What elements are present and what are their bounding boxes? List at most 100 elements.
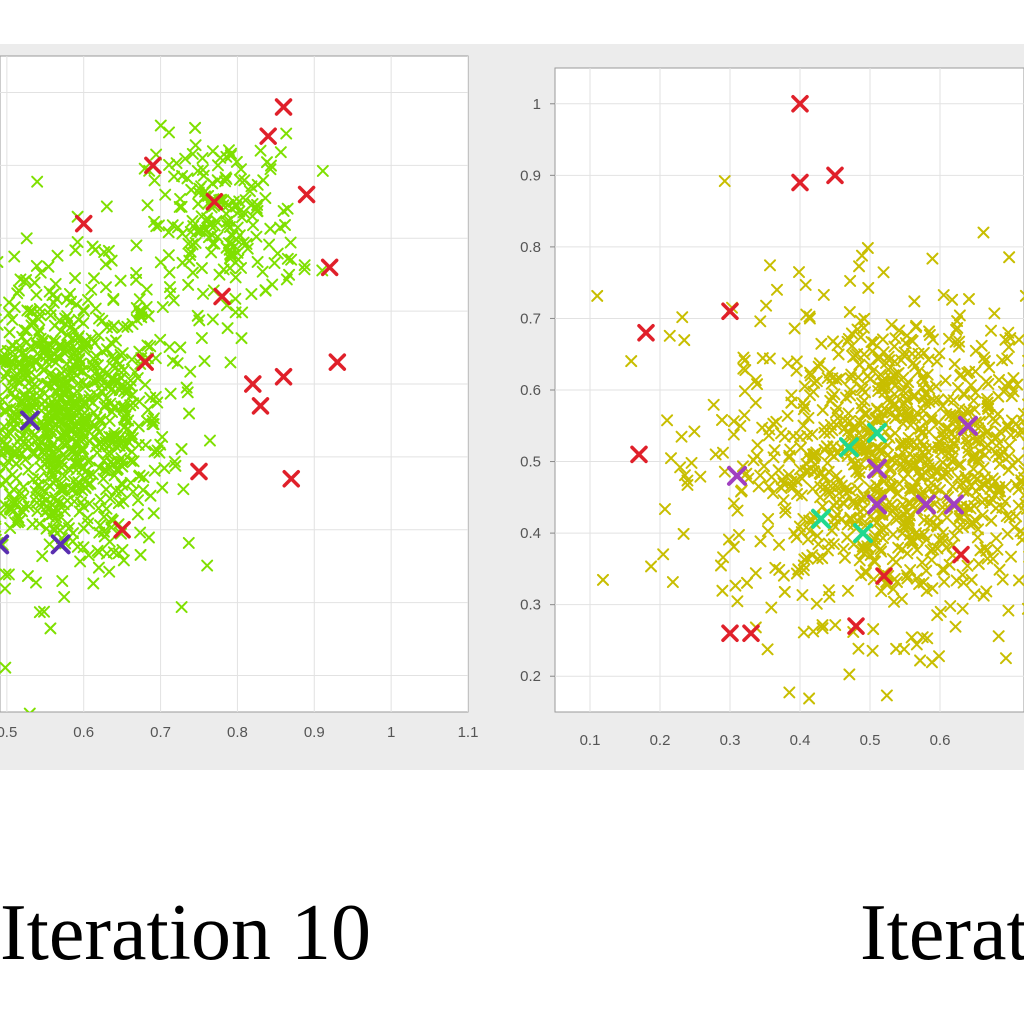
scatter-point [148,174,161,187]
scatter-point [148,464,161,477]
scatter-point [125,428,138,441]
scatter-point [179,152,192,165]
scatter-point [85,283,98,296]
scatter-point [229,271,242,284]
scatter-point [42,434,55,447]
scatter-point [74,555,87,568]
scatter-point [77,541,90,554]
scatter-point [10,446,23,459]
x-tick-label: 0.7 [150,724,171,741]
x-tick-label: 1.1 [458,724,479,741]
scatter-point [58,398,71,411]
scatter-point [30,576,43,589]
scatter-point [198,190,211,203]
scatter-point [10,374,23,387]
scatter-point [21,570,34,583]
scatter-point [47,373,60,386]
scatter-point [55,418,68,431]
scatter-point [877,266,890,279]
scatter-point [105,447,118,460]
scatter-point [58,590,71,603]
scatter-point [38,485,51,498]
highlight-point [113,521,131,539]
scatter-point [8,250,21,263]
y-tick-label: 0.9 [520,167,541,184]
scatter-point [65,295,78,308]
scatter-point [274,146,287,159]
y-tick-label: 0.2 [520,668,541,685]
scatter-point [224,149,237,162]
scatter-point [175,443,188,456]
scatter-point [68,412,81,425]
scatter-point [57,388,70,401]
scatter-point [251,255,264,268]
scatter-point [8,391,21,404]
scatter-point [202,231,215,244]
scatter-point [210,214,223,227]
scatter-point [196,152,209,165]
scatter-point [53,314,66,327]
scatter-point [12,511,25,524]
scatter-point [42,503,55,516]
scatter-point [197,169,210,182]
scatter-point [102,244,115,257]
scatter-point [116,347,129,360]
scatter-point [183,407,196,420]
scatter-point [162,126,175,139]
scatter-point [108,430,121,443]
x-tick-label: 0.6 [930,732,951,749]
scatter-point [182,536,195,549]
scatter-point [107,294,120,307]
scatter-point [0,468,6,481]
scatter-point [24,305,37,318]
scatter-point [71,436,84,449]
scatter-point [69,458,82,471]
scatter-point [93,426,106,439]
highlight-point [320,258,339,277]
scatter-point [141,199,154,212]
scatter-point [298,259,311,272]
scatter-point [61,329,74,342]
scatter-point [125,445,138,458]
scatter-point [237,236,250,249]
scatter-point [264,163,277,176]
scatter-point [71,385,84,398]
scatter-point [105,254,118,267]
scatter-point [36,550,49,563]
scatter-point [117,320,130,333]
scatter-point [227,195,240,208]
scatter-point [79,397,92,410]
scatter-point [92,502,105,515]
highlight-point [136,353,154,371]
scatter-point [189,121,202,134]
scatter-point [103,414,116,427]
scatter-point [195,332,208,345]
scatter-point [133,293,146,306]
scatter-point [858,407,871,420]
scatter-point [227,248,240,261]
scatter-point [186,238,199,251]
scatter-point [184,365,197,378]
scatter-point [100,343,113,356]
caption-left: Iteration 10 [0,889,371,977]
scatter-point [99,398,112,411]
scatter-point [116,456,129,469]
highlight-point [251,397,270,415]
scatter-point [283,268,296,281]
scatter-point [181,386,194,399]
scatter-point [284,236,297,249]
scatter-point [100,483,113,496]
highlight-point [274,98,293,116]
scatter-point [94,519,107,532]
scatter-point [87,577,100,590]
scatter-point [87,430,100,443]
scatter-point [67,340,80,353]
scatter-point [72,476,85,489]
scatter-point [219,175,232,188]
scatter-point [184,248,197,261]
highlight-point [274,367,293,386]
scatter-point [67,358,80,371]
scatter-point [144,489,157,502]
scatter-point [55,456,68,469]
